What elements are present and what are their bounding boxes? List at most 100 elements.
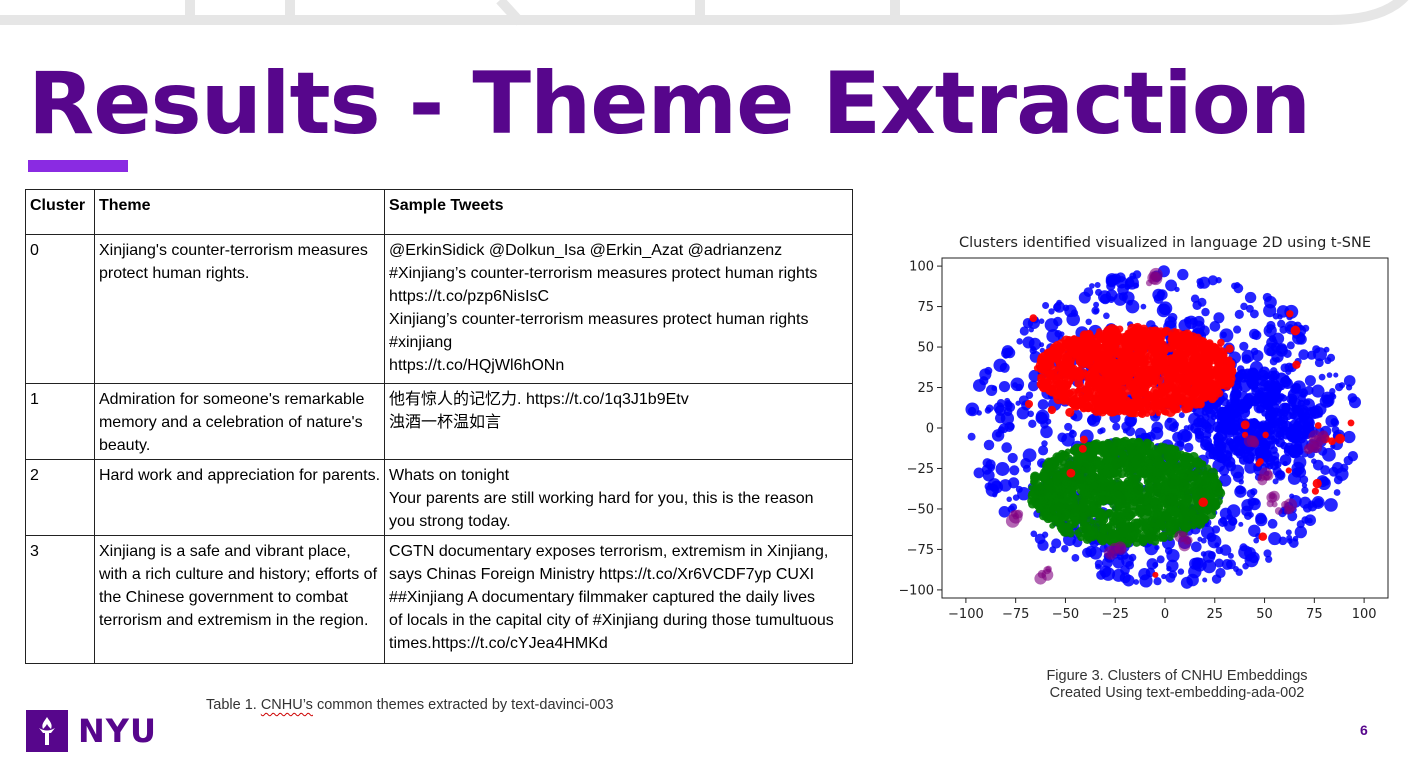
scatter-point [1291,384,1300,393]
scatter-point [1145,439,1152,446]
scatter-point [1208,472,1219,484]
scatter-point [1153,577,1162,586]
scatter-point [1145,463,1154,471]
scatter-point [1295,466,1307,478]
scatter-point [1146,395,1157,406]
scatter-point [1140,357,1148,365]
scatter-point [1122,428,1129,434]
scatter-point [1156,555,1165,564]
scatter-point [992,492,998,498]
scatter-point [1198,497,1208,508]
scatter-point [1156,303,1171,318]
scatter-point [1169,382,1176,389]
table-row: 2 Hard work and appreciation for parents… [25,459,853,536]
scatter-point [1109,542,1121,554]
scatter-point [1312,345,1321,354]
scatter-point [1118,461,1125,467]
scatter-point [1132,324,1143,334]
scatter-point [1067,339,1074,346]
scatter-point [1054,495,1065,507]
x-tick-label: 0 [1161,607,1169,622]
x-tick-label: −75 [1002,607,1029,622]
scatter-point [1156,532,1166,542]
scatter-point [1187,483,1196,492]
scatter-point [1268,532,1282,546]
scatter-point [1198,372,1207,381]
cluster-id: 3 [25,535,95,664]
scatter-point [1269,335,1277,343]
scatter-point [1243,368,1252,377]
scatter-point [1022,448,1037,463]
scatter-point [1292,360,1301,369]
scatter-point [1168,363,1178,372]
scatter-point [1158,462,1169,472]
scatter-point [1190,422,1202,434]
scatter-point [1290,404,1300,414]
scatter-point [1221,409,1229,416]
scatter-point [1072,450,1079,457]
scatter-point [1147,524,1153,530]
scatter-point [1146,451,1154,459]
scatter-point [1033,500,1045,511]
scatter-point [1008,477,1020,489]
scatter-point [1204,362,1213,371]
sample-tweets: CGTN documentary exposes terrorism, extr… [384,535,853,664]
scatter-point [1042,301,1050,310]
y-tick-label: −25 [907,462,934,477]
scatter-point [1326,372,1333,378]
scatter-point [1239,341,1249,351]
cluster-id: 0 [25,234,95,384]
scatter-point [1128,507,1139,518]
tweet-line: https://t.co/pzp6NisIsC [389,288,550,305]
scatter-point [1112,491,1124,503]
scatter-point [1192,557,1207,572]
scatter-point [1263,380,1275,393]
scatter-point [1279,394,1288,402]
scatter-point [1275,437,1286,448]
scatter-point [1307,440,1320,453]
scatter-point [1007,422,1015,431]
scatter-point [1217,517,1228,527]
scatter-point [1180,429,1193,442]
scatter-point [1220,376,1231,388]
scatter-point [1048,361,1054,367]
scatter-point [1150,426,1164,440]
scatter-point [1048,308,1055,315]
scatter-point [1261,451,1273,463]
scatter-point [1263,549,1272,558]
tweet-line: 他有惊人的记忆力. https://t.co/1q3J1b9Etv [389,391,689,408]
scatter-point [1174,355,1185,365]
scatter-point [1234,378,1241,386]
scatter-point [1080,497,1088,505]
scatter-point [1169,394,1176,401]
scatter-point [1141,343,1149,351]
scatter-point [1203,515,1209,522]
scatter-point [1283,445,1292,453]
scatter-point [1207,373,1214,379]
scatter-point [972,379,986,392]
scatter-point [1180,457,1190,467]
tweet-line: Xinjiang’s counter-terrorism measures pr… [389,311,809,328]
scatter-point [1194,487,1204,497]
scatter-point [1182,397,1194,409]
scatter-point [1066,460,1074,468]
scatter-point [1109,467,1120,478]
theme-text: Admiration for someone's remarkable memo… [93,383,386,460]
scatter-point [1266,320,1276,331]
scatter-point [1211,525,1221,534]
scatter-point [1340,463,1349,472]
scatter-point [1268,389,1281,402]
scatter-point [1111,348,1121,357]
scatter-point [1052,462,1060,470]
scatter-point [1343,430,1356,444]
scatter-point [1073,515,1082,524]
scatter-point [1216,481,1223,488]
scatter-point [1307,502,1318,512]
scatter-point [1301,486,1309,494]
y-tick-label: −50 [907,502,934,517]
scatter-point [1082,390,1094,402]
scatter-point [1123,332,1129,338]
scatter-point [1061,352,1071,363]
scatter-point [1133,346,1139,352]
scatter-point [1087,441,1094,448]
